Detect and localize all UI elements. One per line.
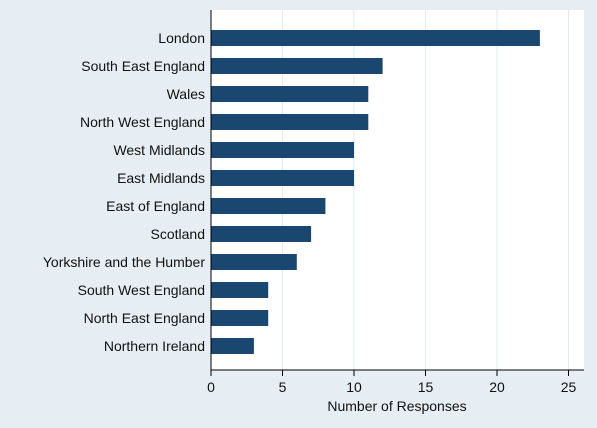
bar — [211, 58, 383, 74]
category-label: South East England — [81, 58, 205, 74]
bar — [211, 142, 354, 158]
bar — [211, 226, 312, 242]
category-label: East of England — [106, 198, 205, 214]
x-tick-label: 0 — [207, 379, 215, 395]
x-axis-title: Number of Responses — [327, 398, 466, 414]
x-tick-label: 15 — [418, 379, 434, 395]
x-tick-label: 20 — [489, 379, 505, 395]
category-label: Wales — [167, 86, 205, 102]
category-label: Yorkshire and the Humber — [43, 254, 205, 270]
bar — [211, 198, 326, 214]
category-label: North East England — [84, 310, 205, 326]
category-label: Northern Ireland — [104, 338, 205, 354]
category-label: South West England — [78, 282, 205, 298]
category-label: North West England — [80, 114, 205, 130]
category-label: London — [158, 30, 205, 46]
category-label: West Midlands — [113, 142, 205, 158]
category-label: Scotland — [151, 226, 205, 242]
bar — [211, 114, 369, 130]
category-label: East Midlands — [117, 170, 205, 186]
category-labels: London South East England Wales North West … — [43, 30, 205, 354]
x-tick-label: 5 — [279, 379, 287, 395]
x-tick-label: 10 — [346, 379, 362, 395]
bar — [211, 86, 369, 102]
x-tick-label: 25 — [561, 379, 577, 395]
bar — [211, 310, 269, 326]
bar — [211, 338, 254, 354]
bar — [211, 282, 269, 298]
bar — [211, 30, 540, 46]
bars — [211, 30, 540, 354]
x-ticks: 0 5 10 15 20 25 — [207, 370, 576, 395]
bar — [211, 170, 354, 186]
bar — [211, 254, 297, 270]
